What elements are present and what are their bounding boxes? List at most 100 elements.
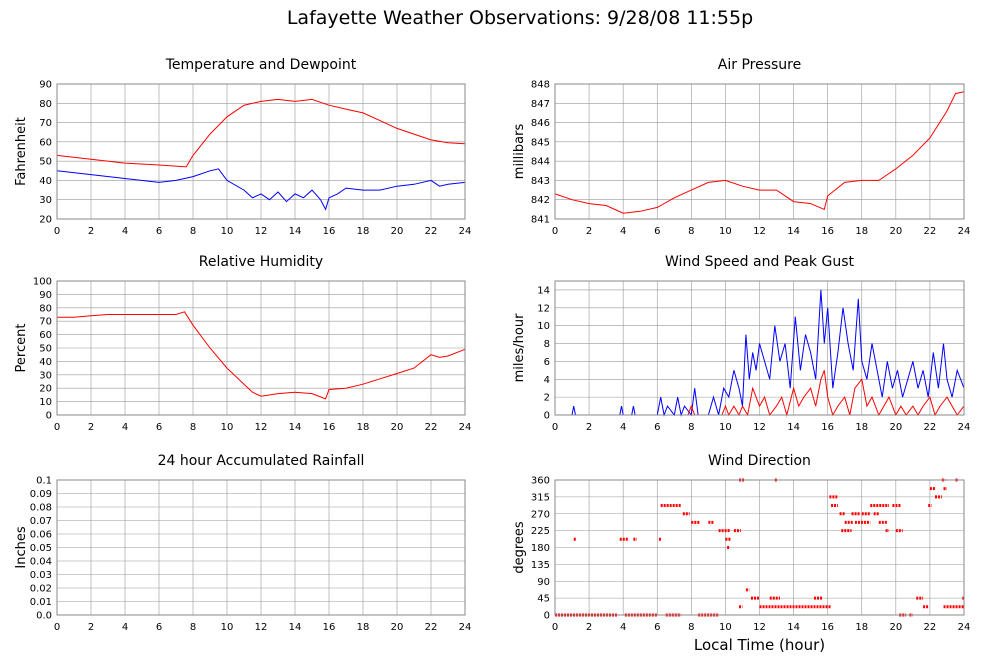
humidity-plot-frame <box>56 280 466 416</box>
pressure-x-tick-label: 14 <box>787 226 800 237</box>
wind-y-tick-label: 2 <box>544 393 550 404</box>
temp-x-tick-label: 22 <box>425 226 438 237</box>
rain-x-tick-label: 0 <box>54 622 60 633</box>
pressure-x-tick-label: 16 <box>821 226 834 237</box>
wind-x-tick-label: 6 <box>654 422 660 433</box>
humidity-x-tick-label: 10 <box>221 422 234 433</box>
humidity-y-tick-label: 70 <box>39 317 52 328</box>
direction-x-tick-label: 24 <box>958 622 971 633</box>
direction-x-tick-label: 14 <box>787 622 800 633</box>
pressure-x-tick-label: 22 <box>924 226 937 237</box>
wind-y-tick-label: 14 <box>537 285 550 296</box>
temp-y-tick-label: 50 <box>39 157 52 168</box>
temp-x-tick-label: 0 <box>54 226 60 237</box>
direction-y-axis-label: degrees <box>512 521 527 574</box>
direction-plot-frame <box>554 479 965 616</box>
pressure-x-tick-label: 0 <box>552 226 558 237</box>
wind-y-tick-label: 10 <box>537 321 550 332</box>
temp-x-tick-label: 20 <box>391 226 404 237</box>
pressure-x-tick-label: 10 <box>719 226 732 237</box>
humidity-y-tick-label: 10 <box>39 397 52 408</box>
wind-plot-frame <box>554 280 965 416</box>
temp-x-tick-label: 4 <box>122 226 128 237</box>
direction-x-tick-label: 16 <box>821 622 834 633</box>
pressure-x-tick-label: 4 <box>620 226 626 237</box>
humidity-y-tick-label: 60 <box>39 330 52 341</box>
temp-y-tick-label: 30 <box>39 195 52 206</box>
temp-x-tick-label: 6 <box>156 226 162 237</box>
direction-x-tick-label: 6 <box>654 622 660 633</box>
rain-x-tick-label: 18 <box>357 622 370 633</box>
temp-x-tick-label: 24 <box>459 226 472 237</box>
humidity-x-tick-label: 24 <box>459 422 472 433</box>
temp-x-tick-label: 16 <box>323 226 336 237</box>
rain-y-axis-label: Inches <box>14 526 29 568</box>
pressure-plot-frame <box>554 83 965 220</box>
wind-x-tick-label: 4 <box>620 422 626 433</box>
rain-x-tick-label: 6 <box>156 622 162 633</box>
humidity-y-tick-label: 20 <box>39 384 52 395</box>
rain-title: 24 hour Accumulated Rainfall <box>158 453 365 469</box>
rain-x-tick-label: 4 <box>122 622 128 633</box>
rain-x-tick-label: 14 <box>289 622 302 633</box>
rain-x-tick-label: 2 <box>88 622 94 633</box>
humidity-title: Relative Humidity <box>199 254 323 270</box>
direction-x-tick-label: 18 <box>855 622 868 633</box>
temp-series-line <box>56 168 466 211</box>
wind-x-tick-label: 10 <box>719 422 732 433</box>
temp-x-tick-label: 2 <box>88 226 94 237</box>
pressure-x-tick-label: 18 <box>855 226 868 237</box>
rain-y-tick-label: 0.01 <box>30 597 52 608</box>
direction-x-tick-label: 8 <box>688 622 694 633</box>
pressure-y-axis-label: millibars <box>512 124 527 180</box>
direction-y-tick-label: 45 <box>537 594 550 605</box>
direction-x-tick-label: 12 <box>753 622 766 633</box>
direction-y-tick-label: 90 <box>537 577 550 588</box>
humidity-x-tick-label: 20 <box>391 422 404 433</box>
pressure-title: Air Pressure <box>718 57 801 73</box>
direction-x-tick-label: 2 <box>586 622 592 633</box>
pressure-x-tick-label: 12 <box>753 226 766 237</box>
temp-y-axis-label: Fahrenheit <box>14 117 29 186</box>
direction-x-tick-label: 10 <box>719 622 732 633</box>
humidity-y-tick-label: 50 <box>39 344 52 355</box>
pressure-x-tick-label: 24 <box>958 226 971 237</box>
wind-y-tick-label: 12 <box>537 303 550 314</box>
wind-x-tick-label: 16 <box>821 422 834 433</box>
rain-x-tick-label: 10 <box>221 622 234 633</box>
pressure-y-tick-label: 846 <box>531 118 550 129</box>
wind-x-tick-label: 20 <box>889 422 902 433</box>
rain-x-tick-label: 22 <box>425 622 438 633</box>
humidity-x-tick-label: 22 <box>425 422 438 433</box>
rain-y-tick-label: 0.05 <box>30 543 52 554</box>
direction-y-tick-label: 225 <box>531 526 550 537</box>
wind-x-tick-label: 24 <box>958 422 971 433</box>
wind-y-tick-label: 0 <box>544 411 550 422</box>
rain-y-tick-label: 0.04 <box>30 557 52 568</box>
direction-title: Wind Direction <box>708 453 811 469</box>
wind-y-tick-label: 6 <box>544 357 550 368</box>
pressure-y-tick-label: 847 <box>531 99 550 110</box>
rain-y-tick-label: 0.0 <box>36 611 52 622</box>
wind-x-tick-label: 8 <box>688 422 694 433</box>
pressure-x-tick-label: 8 <box>688 226 694 237</box>
wind-x-tick-label: 22 <box>924 422 937 433</box>
humidity-x-tick-label: 14 <box>289 422 302 433</box>
rain-x-tick-label: 8 <box>190 622 196 633</box>
direction-y-tick-label: 360 <box>531 476 550 487</box>
direction-x-tick-label: 22 <box>924 622 937 633</box>
temp-series-line <box>56 98 466 168</box>
rain-y-tick-label: 0.03 <box>30 570 52 581</box>
pressure-y-tick-label: 844 <box>531 157 550 168</box>
direction-y-tick-label: 315 <box>531 492 550 503</box>
humidity-y-tick-label: 0 <box>46 411 52 422</box>
page-title: Lafayette Weather Observations: 9/28/08 … <box>286 7 754 29</box>
temp-plot-frame <box>56 83 466 220</box>
